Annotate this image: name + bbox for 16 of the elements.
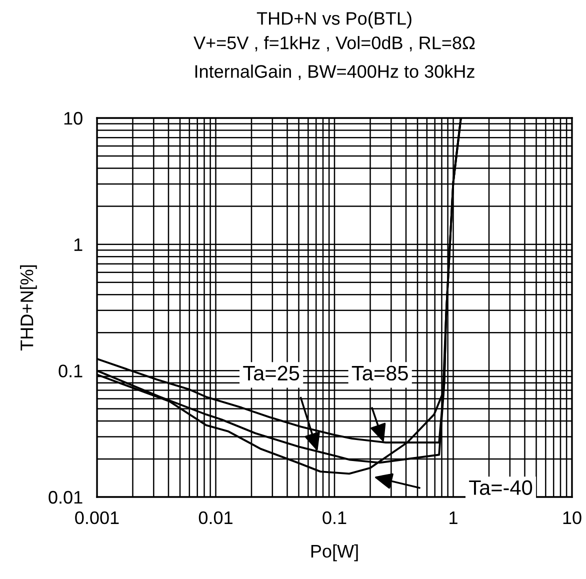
y-tick-label: 10	[64, 112, 82, 125]
y-tick-label: 0.1	[58, 364, 82, 378]
annotation: Ta=-40	[469, 480, 532, 496]
annotation: Ta=85	[352, 366, 408, 381]
y-tick-label: 0.01	[48, 490, 82, 504]
x-tick-label: 1	[450, 512, 458, 524]
annotation: Ta=25	[243, 366, 300, 381]
y-tick-label: 1	[74, 238, 82, 251]
x-tick-label: 0.001	[75, 511, 119, 524]
x-tick-label: 10	[563, 511, 582, 524]
chart-subtitle: V+=5V , f=1kHz , Vol=0dB , RL=8Ω InternalGain , BW=400Hz to 30kHz	[194, 36, 475, 80]
chart-title: THD+N vs Po(BTL)	[256, 12, 412, 28]
x-tick-label: 0.01	[198, 511, 232, 524]
x-axis-title: Po[W]	[311, 544, 358, 562]
x-tick-label: 0.1	[322, 511, 346, 524]
y-axis-title: THD+N[%]	[20, 265, 37, 350]
